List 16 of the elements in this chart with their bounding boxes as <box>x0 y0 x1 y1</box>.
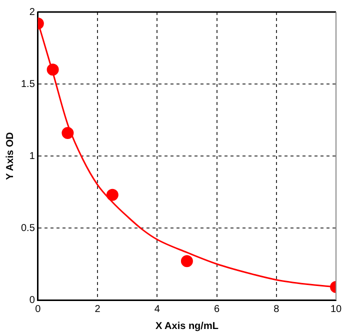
x-axis-title: X Axis ng/mL <box>155 320 218 332</box>
y-tick-label: 1 <box>29 150 36 162</box>
point <box>180 255 193 268</box>
x-tick-label: 6 <box>214 304 220 315</box>
y-tick-label: 1.5 <box>20 78 36 90</box>
point <box>106 188 118 201</box>
x-tick-label: 8 <box>274 304 280 315</box>
y-axis-title: Y Axis OD <box>4 132 16 180</box>
y-tick-label: 2 <box>29 6 36 18</box>
x-tick-label: 2 <box>94 304 101 315</box>
y-tick-label: 0 <box>29 294 36 306</box>
point <box>62 126 74 139</box>
x-tick-label: 10 <box>330 304 342 315</box>
point <box>46 64 59 76</box>
x-tick-label: 4 <box>154 304 160 315</box>
y-tick-label: 0.5 <box>20 222 36 234</box>
